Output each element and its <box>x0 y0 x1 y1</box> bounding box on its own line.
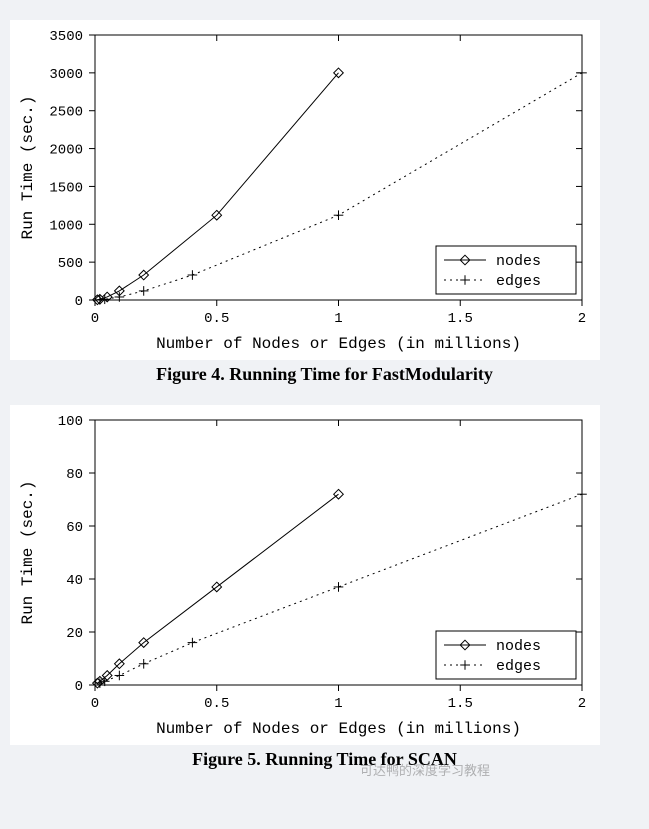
svg-text:0: 0 <box>91 696 99 712</box>
svg-text:0: 0 <box>75 294 83 310</box>
svg-text:20: 20 <box>66 626 83 642</box>
svg-text:1500: 1500 <box>49 180 83 196</box>
svg-text:40: 40 <box>66 573 83 589</box>
svg-text:60: 60 <box>66 520 83 536</box>
svg-text:80: 80 <box>66 467 83 483</box>
figure-5-chart: 00.511.52020406080100Number of Nodes or … <box>10 405 600 745</box>
svg-text:nodes: nodes <box>496 253 541 270</box>
svg-text:1000: 1000 <box>49 218 83 234</box>
svg-text:1: 1 <box>334 311 342 327</box>
svg-text:1: 1 <box>334 696 342 712</box>
figure-4-caption: Figure 4. Running Time for FastModularit… <box>10 364 639 385</box>
watermark-text: 可达鸭的深度学习教程 <box>360 760 649 779</box>
svg-text:Run Time (sec.): Run Time (sec.) <box>19 95 37 239</box>
svg-text:3500: 3500 <box>49 29 83 45</box>
svg-text:2: 2 <box>578 311 586 327</box>
svg-text:Number of Nodes or Edges (in m: Number of Nodes or Edges (in millions) <box>156 335 521 353</box>
figure-4-chart: 0 0.5 1 1.5 2 0 500 1000 1500 2000 2500 3000 3500 Num… <box>10 20 600 360</box>
svg-text:Number of Nodes or Edges (in m: Number of Nodes or Edges (in millions) <box>156 720 521 738</box>
svg-text:2500: 2500 <box>49 105 83 121</box>
svg-text:Run Time (sec.): Run Time (sec.) <box>19 480 37 624</box>
svg-text:100: 100 <box>58 414 83 430</box>
svg-text:500: 500 <box>58 256 83 272</box>
svg-text:0.5: 0.5 <box>204 311 229 327</box>
svg-text:2: 2 <box>578 696 586 712</box>
svg-text:0: 0 <box>91 311 99 327</box>
svg-text:3000: 3000 <box>49 67 83 83</box>
svg-text:1.5: 1.5 <box>448 696 473 712</box>
svg-text:nodes: nodes <box>496 638 541 655</box>
svg-text:0: 0 <box>75 679 83 695</box>
svg-text:edges: edges <box>496 658 541 675</box>
figure-5-container: 00.511.52020406080100Number of Nodes or … <box>10 405 639 770</box>
svg-text:1.5: 1.5 <box>448 311 473 327</box>
svg-text:2000: 2000 <box>49 143 83 159</box>
figure-4-container: 0 0.5 1 1.5 2 0 500 1000 1500 2000 2500 3000 3500 Num… <box>10 20 639 385</box>
svg-text:edges: edges <box>496 273 541 290</box>
svg-text:0.5: 0.5 <box>204 696 229 712</box>
